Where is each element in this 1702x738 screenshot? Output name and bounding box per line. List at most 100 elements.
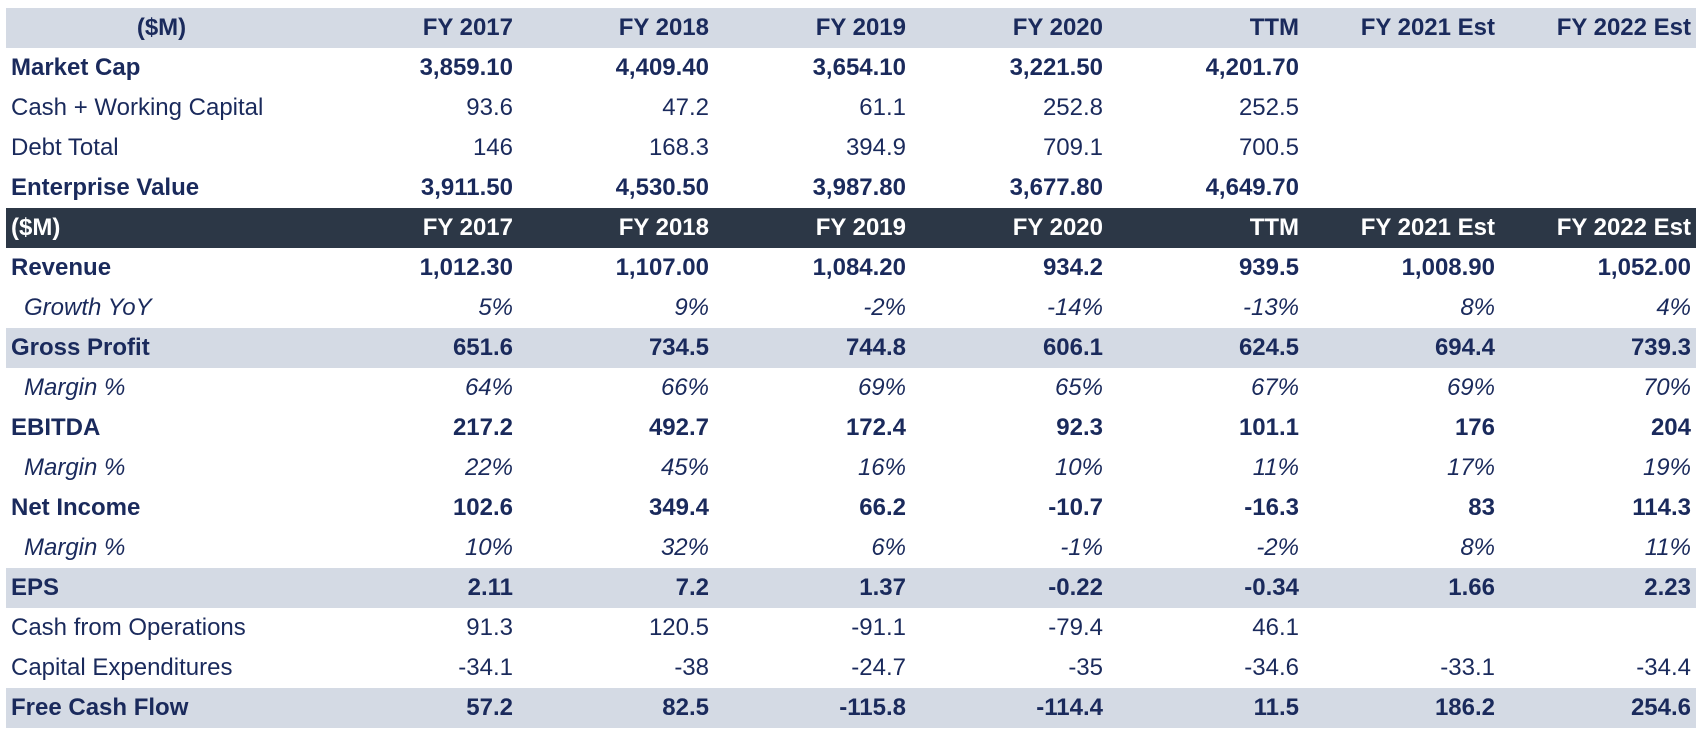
cell-value: -91.1 xyxy=(851,614,906,641)
cell-value: 254.6 xyxy=(1500,688,1696,728)
cell-value: 176 xyxy=(1454,414,1495,441)
cell-value: 11.5 xyxy=(1108,688,1304,728)
cell-value: 1,012.30 xyxy=(419,254,513,281)
table-row-ebitda: EBITDA 217.2 492.7 172.4 92.3 101.1 176 204 xyxy=(6,408,1696,448)
table-row-free-cash-flow: Free Cash Flow 57.2 82.5 -115.8 -114.4 11.5 18… xyxy=(6,688,1696,728)
cell-value: 252.5 xyxy=(1238,94,1299,121)
row-label: Free Cash Flow xyxy=(6,688,322,728)
cell-value: 66.2 xyxy=(859,494,906,521)
cell-value: 69% xyxy=(1446,374,1495,401)
cell-value: 217.2 xyxy=(452,414,513,441)
cell-value: 8% xyxy=(1460,534,1495,561)
cell-value: 91.3 xyxy=(466,614,513,641)
cell-value: 16% xyxy=(857,454,906,481)
financials-header-col: FY 2017 xyxy=(322,208,518,248)
table-row-margin: Margin % 22% 45% 16% 10% 11% 17% 19% xyxy=(6,448,1696,488)
cell-value: 83 xyxy=(1468,494,1495,521)
table-row-eps: EPS 2.11 7.2 1.37 -0.22 -0.34 1.66 2.23 xyxy=(6,568,1696,608)
valuation-header-col: FY 2020 xyxy=(911,8,1108,48)
valuation-header-col: FY 2019 xyxy=(714,8,911,48)
row-label: Margin % xyxy=(24,374,126,401)
row-label: Revenue xyxy=(11,254,112,281)
cell-value: -0.22 xyxy=(911,568,1108,608)
cell-value: -2% xyxy=(863,294,906,321)
cell-value xyxy=(1304,608,1500,648)
row-label: Margin % xyxy=(24,534,126,561)
cell-value: 6% xyxy=(871,534,906,561)
cell-value: 102.6 xyxy=(452,494,513,521)
cell-value: 4,530.50 xyxy=(615,174,709,201)
row-label: Net Income xyxy=(11,494,141,521)
cell-value: 1,107.00 xyxy=(615,254,709,281)
cell-value: -33.1 xyxy=(1440,654,1495,681)
cell-value: 46.1 xyxy=(1252,614,1299,641)
cell-value: 624.5 xyxy=(1108,328,1304,368)
financial-summary-table: ($M) FY 2017 FY 2018 FY 2019 FY 2020 TTM… xyxy=(6,8,1696,728)
table-row-capital-expenditures: Capital Expenditures -34.1 -38 -24.7 -35 -34.… xyxy=(6,648,1696,688)
cell-value: -115.8 xyxy=(714,688,911,728)
cell-value: 82.5 xyxy=(518,688,714,728)
cell-value: -114.4 xyxy=(911,688,1108,728)
cell-value: -14% xyxy=(1046,294,1103,321)
table-row-cash-working-capital: Cash + Working Capital 93.6 47.2 61.1 252.8 2… xyxy=(6,88,1696,128)
cell-value: 172.4 xyxy=(845,414,906,441)
cell-value: 651.6 xyxy=(322,328,518,368)
cell-value: 101.1 xyxy=(1238,414,1299,441)
cell-value: 45% xyxy=(660,454,709,481)
cell-value: 3,654.10 xyxy=(812,54,906,81)
cell-value: -1% xyxy=(1060,534,1103,561)
table-row-growth-yoy: Growth YoY 5% 9% -2% -14% -13% 8% 4% xyxy=(6,288,1696,328)
cell-value: 606.1 xyxy=(911,328,1108,368)
cell-value: 70% xyxy=(1642,374,1691,401)
row-label: Growth YoY xyxy=(24,294,152,321)
cell-value: 57.2 xyxy=(322,688,518,728)
table-row-cash-from-operations: Cash from Operations 91.3 120.5 -91.1 -79.4 4… xyxy=(6,608,1696,648)
row-label: Market Cap xyxy=(11,54,141,81)
financials-header-col: FY 2018 xyxy=(518,208,714,248)
cell-value: 1,008.90 xyxy=(1401,254,1495,281)
table-row-net-income: Net Income 102.6 349.4 66.2 -10.7 -16.3 83 114.… xyxy=(6,488,1696,528)
cell-value: 92.3 xyxy=(1056,414,1103,441)
table-row-market-cap: Market Cap 3,859.10 4,409.40 3,654.10 3,221.… xyxy=(6,48,1696,88)
cell-value: -0.34 xyxy=(1108,568,1304,608)
cell-value xyxy=(1500,48,1696,88)
valuation-header-row: ($M) FY 2017 FY 2018 FY 2019 FY 2020 TTM… xyxy=(6,8,1696,48)
cell-value: 349.4 xyxy=(648,494,709,521)
row-label: Cash from Operations xyxy=(11,614,246,641)
cell-value: 204 xyxy=(1650,414,1691,441)
cell-value xyxy=(1304,128,1500,168)
cell-value xyxy=(1304,88,1500,128)
cell-value: 1.37 xyxy=(714,568,911,608)
table-row-margin: Margin % 64% 66% 69% 65% 67% 69% 70% xyxy=(6,368,1696,408)
cell-value: 66% xyxy=(660,374,709,401)
valuation-header-col: FY 2022 Est xyxy=(1500,8,1696,48)
cell-value xyxy=(1304,168,1500,208)
cell-value: 700.5 xyxy=(1238,134,1299,161)
cell-value: -34.1 xyxy=(458,654,513,681)
cell-value: 1,084.20 xyxy=(812,254,906,281)
cell-value: 5% xyxy=(478,294,513,321)
cell-value: 10% xyxy=(464,534,513,561)
cell-value: 3,911.50 xyxy=(420,174,513,201)
financials-header-row: ($M) FY 2017 FY 2018 FY 2019 FY 2020 TTM… xyxy=(6,208,1696,248)
cell-value xyxy=(1500,128,1696,168)
cell-value: 3,677.80 xyxy=(1009,174,1103,201)
table-body: ($M) FY 2017 FY 2018 FY 2019 FY 2020 TTM… xyxy=(6,8,1696,728)
row-label: Gross Profit xyxy=(6,328,322,368)
valuation-header-col: TTM xyxy=(1108,8,1304,48)
row-label: EBITDA xyxy=(11,414,101,441)
table-row-revenue: Revenue 1,012.30 1,107.00 1,084.20 934.2 939.… xyxy=(6,248,1696,288)
cell-value: 19% xyxy=(1642,454,1691,481)
cell-value: -34.6 xyxy=(1244,654,1299,681)
cell-value: 744.8 xyxy=(714,328,911,368)
cell-value: 734.5 xyxy=(518,328,714,368)
cell-value: -35 xyxy=(1068,654,1103,681)
cell-value: -24.7 xyxy=(851,654,906,681)
financials-header-col: TTM xyxy=(1108,208,1304,248)
row-label: EPS xyxy=(6,568,322,608)
valuation-header-col: FY 2018 xyxy=(518,8,714,48)
cell-value: 186.2 xyxy=(1304,688,1500,728)
cell-value: 3,987.80 xyxy=(812,174,906,201)
cell-value: -38 xyxy=(674,654,709,681)
cell-value xyxy=(1304,48,1500,88)
